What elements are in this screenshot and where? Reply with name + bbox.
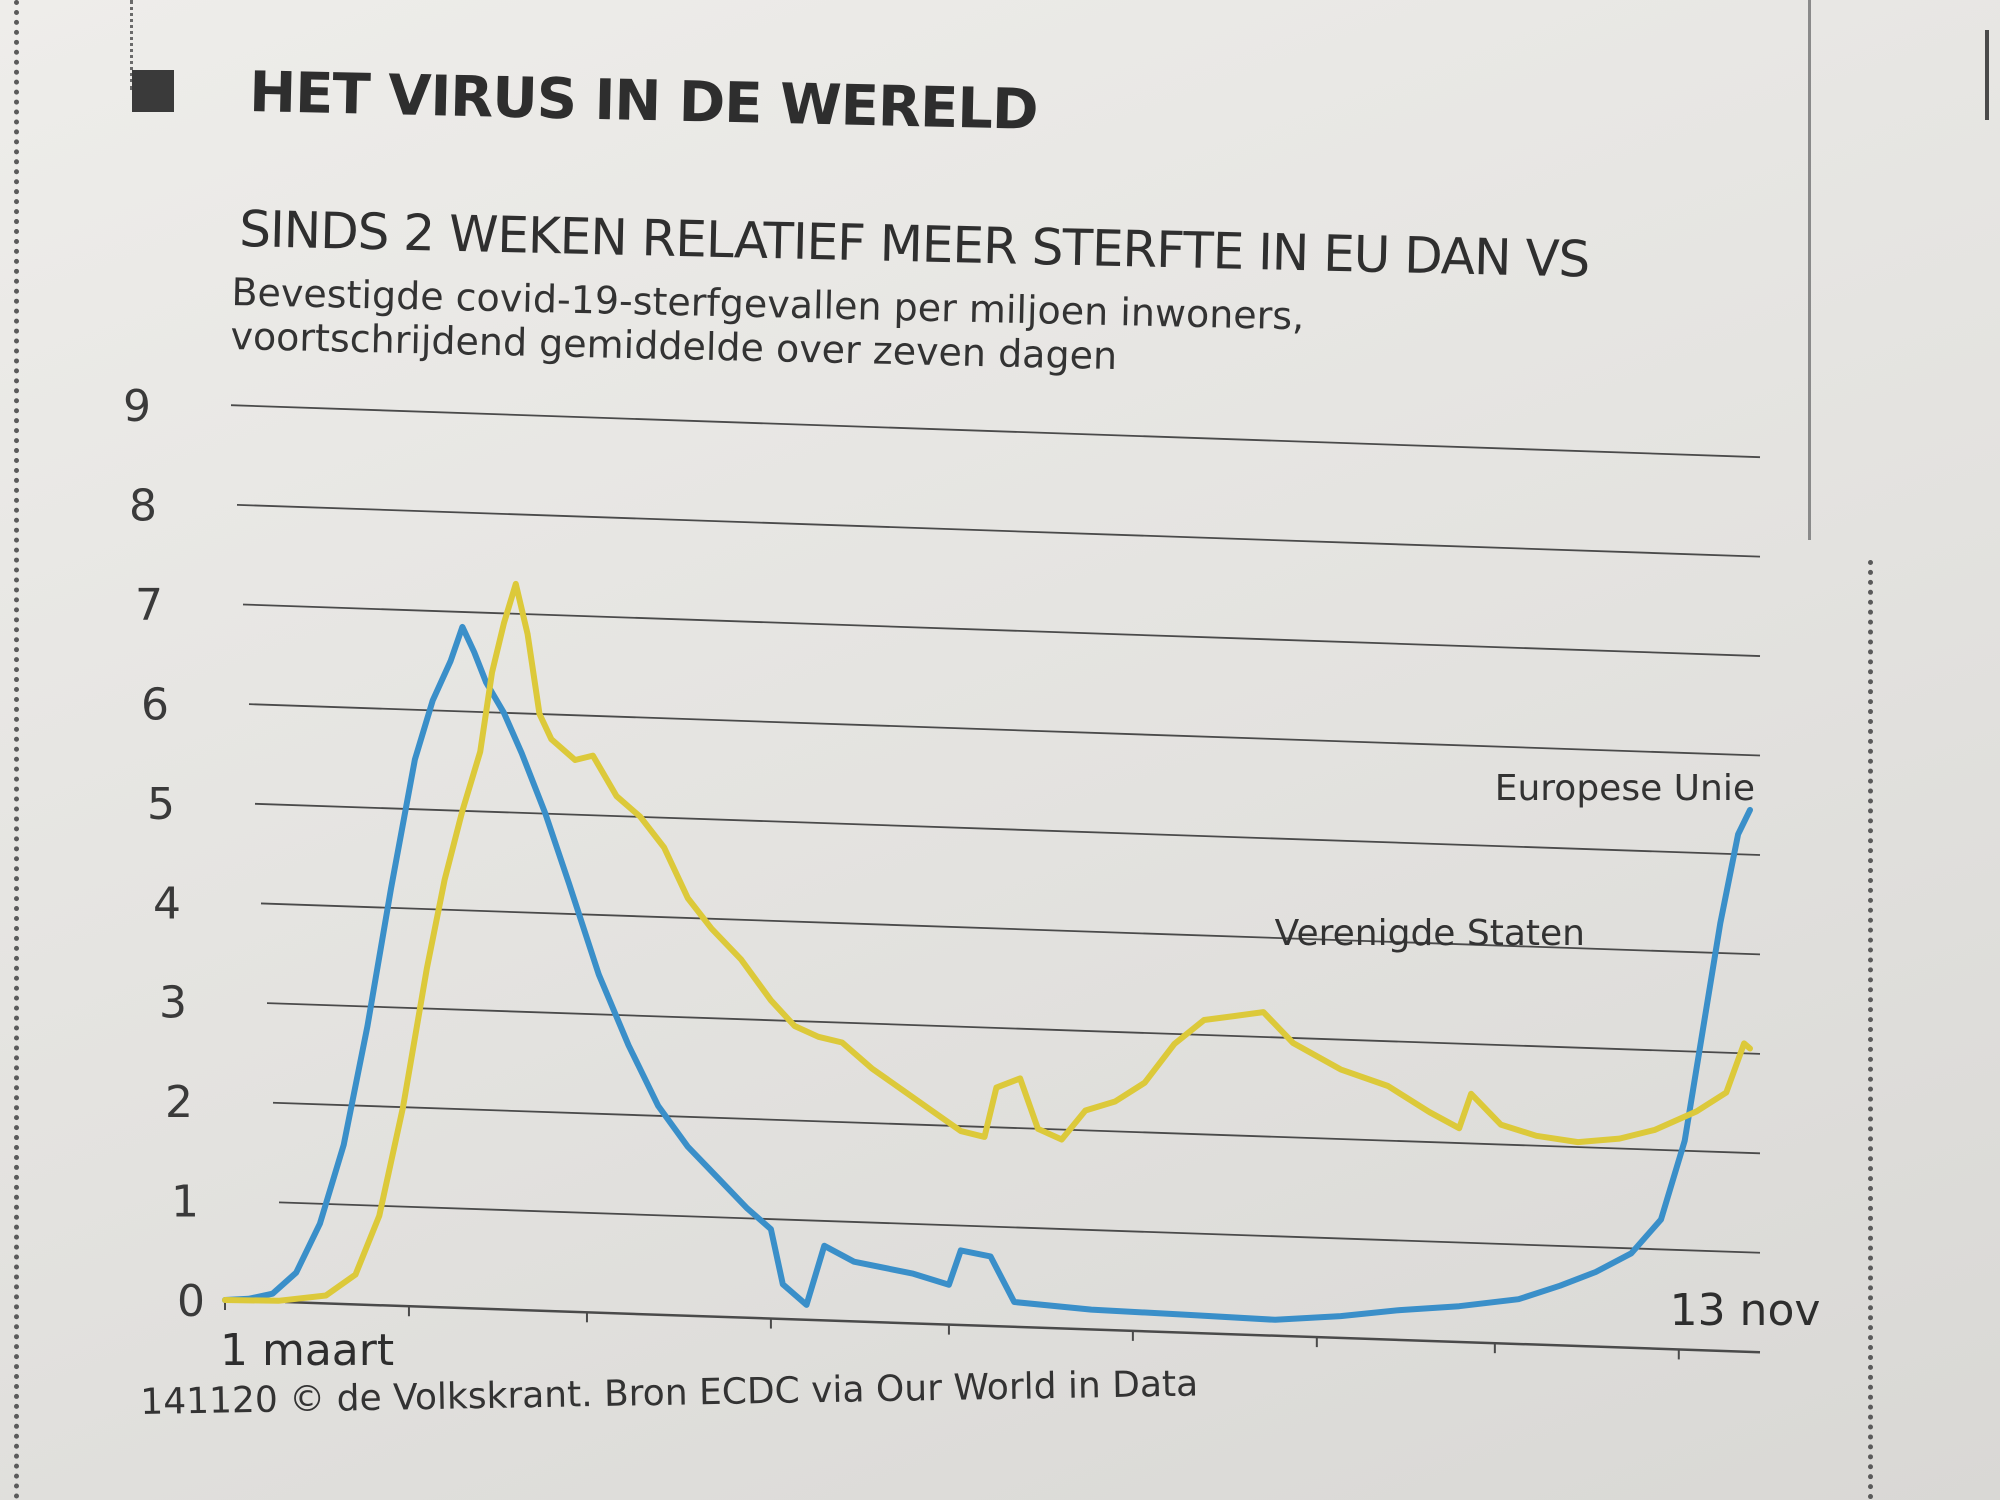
y-tick-label-1: 1	[171, 1177, 199, 1228]
y-tick-label-7: 7	[135, 580, 163, 631]
section-bullet-square-icon	[132, 70, 174, 112]
y-tick-label-6: 6	[141, 679, 169, 730]
gridline-8	[236, 503, 1761, 558]
y-tick-label-8: 8	[129, 480, 157, 531]
y-tick-label-4: 4	[153, 878, 181, 929]
x-tick-label-0: 1 maart	[220, 1325, 394, 1376]
gridline-7	[242, 603, 1761, 657]
x-axis: 1 maart 13 nov	[220, 1285, 1820, 1376]
gridline-9	[230, 404, 1761, 459]
gridline-2	[272, 1101, 1761, 1155]
column-rule-top	[130, 0, 133, 90]
gridline-5	[254, 802, 1761, 856]
dotted-column-rule-left	[14, 0, 19, 1500]
y-tick-label-5: 5	[147, 779, 175, 830]
series-line-eu	[222, 623, 1753, 1323]
series-label-eu: Europese Unie	[1495, 768, 1755, 809]
y-tick-label-3: 3	[159, 978, 187, 1029]
gridline-0	[284, 1300, 1761, 1354]
gridline-6	[248, 703, 1761, 757]
dotted-column-rule-right	[1868, 560, 1873, 1500]
column-rule-right	[1808, 0, 1811, 540]
y-axis-ticks: 0 1 2 3 4 5 6 7 8 9	[123, 381, 205, 1327]
chart-series: Europese Unie Verenigde Staten	[222, 580, 1755, 1323]
y-tick-label-2: 2	[165, 1077, 193, 1128]
y-tick-label-9: 9	[123, 381, 151, 432]
series-line-us	[222, 580, 1753, 1304]
chart-grid	[230, 404, 1761, 1354]
y-tick-label-0: 0	[177, 1276, 205, 1327]
gridline-4	[260, 902, 1761, 956]
gridline-1	[278, 1201, 1761, 1254]
x-tick-label-1: 13 nov	[1670, 1285, 1821, 1336]
series-label-us: Verenigde Staten	[1275, 913, 1585, 954]
gridline-3	[266, 1002, 1761, 1055]
edge-mark	[1985, 30, 1989, 120]
